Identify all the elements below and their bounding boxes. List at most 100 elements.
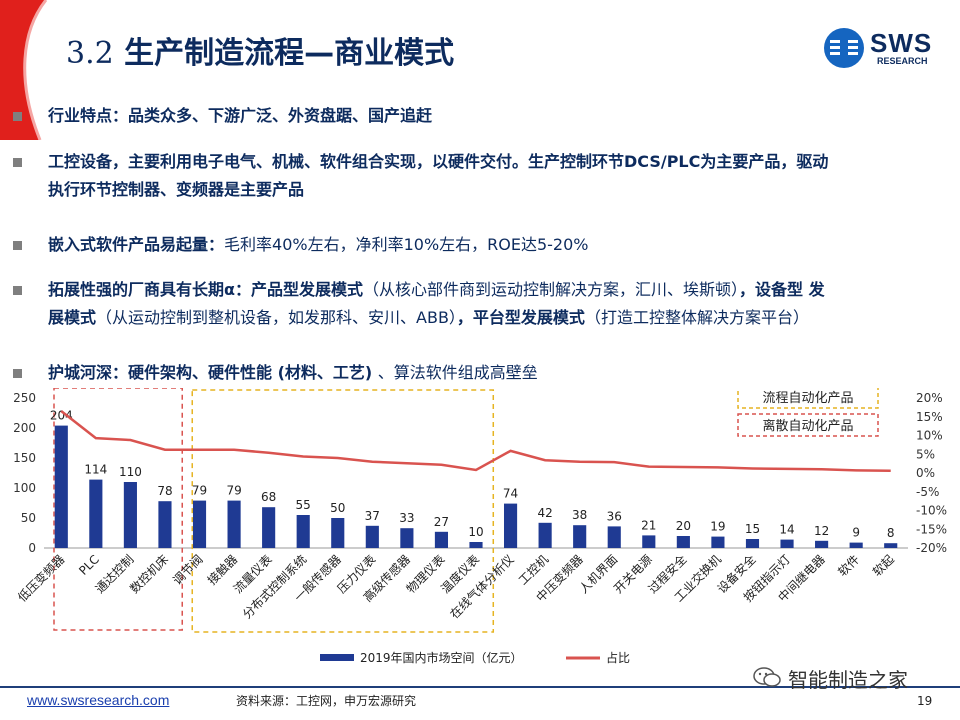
bar [884, 543, 898, 548]
bar [780, 539, 794, 548]
bullet-2-line1: 工控设备，主要利用电子电气、机械、软件组合实现，以硬件交付。生产控制环节DCS/… [48, 152, 829, 171]
bullet-3: 嵌入式软件产品易起量：毛利率40%左右，净利率10%左右，ROE达5-20% [48, 231, 588, 259]
bullet-4-normal-1: （从核心部件商到运动控制解决方案，汇川、埃斯顿） [363, 280, 740, 299]
bar-data-label: 37 [365, 509, 380, 523]
logo-subtext: RESEARCH [877, 56, 928, 66]
bar [192, 500, 207, 548]
bullet-4-normal-3: （打造工控整体解决方案平台） [584, 308, 809, 327]
bar [262, 507, 276, 548]
bar [123, 482, 137, 548]
category-label: 数控机床 [127, 552, 172, 597]
bar [849, 542, 863, 548]
bullet-2-line2: 执行环节控制器、变频器是主要产品 [48, 180, 305, 199]
bar-data-label: 68 [261, 490, 276, 504]
category-label: 低压变频器 [14, 552, 67, 605]
bullet-marker [13, 369, 22, 378]
watermark-text: 智能制造之家 [788, 668, 908, 692]
legend-bar-swatch [320, 654, 354, 661]
bar [607, 526, 621, 548]
group-label: 离散自动化产品 [762, 418, 853, 434]
left-axis-tick-label: 200 [13, 421, 36, 435]
bullet-4-bold-1: 拓展性强的厂商具有长期α：产品型发展模式 [48, 280, 363, 299]
bullet-4-bold-2: ，设备型 发 [739, 280, 825, 299]
left-axis-tick-label: 150 [13, 451, 36, 465]
bullet-4-bold-3: 展模式 [48, 308, 97, 327]
bar [331, 518, 345, 548]
group-label-box [737, 413, 879, 437]
bar [227, 500, 241, 548]
bullet-marker [13, 241, 22, 250]
bar [676, 536, 690, 548]
bar [745, 539, 760, 548]
bullet-5-paren: (材料、工艺) [272, 363, 378, 382]
bar [296, 515, 310, 548]
category-label: 调节阀 [170, 552, 205, 587]
footer-divider [0, 686, 960, 688]
bar [815, 540, 829, 548]
right-axis-tick-label: 0% [916, 466, 935, 480]
bar-data-label: 114 [84, 463, 107, 477]
category-label: 软起 [870, 552, 897, 579]
legend-bar-label: 2019年国内市场空间（亿元） [360, 650, 523, 665]
logo-text: SWS [870, 28, 933, 58]
bullet-marker [13, 158, 22, 167]
bullet-4-bold-4: ，平台型发展模式 [456, 308, 585, 327]
right-axis-tick-label: 5% [916, 447, 935, 461]
share-line [60, 410, 891, 472]
bar [89, 479, 103, 548]
bar-data-label: 42 [537, 506, 552, 520]
legend-line-label: 占比 [606, 650, 630, 665]
page-number: 19 [917, 694, 933, 708]
bar-data-label: 19 [710, 520, 725, 534]
bar-data-label: 36 [607, 509, 622, 523]
bar-data-label: 204 [50, 409, 73, 423]
title-text: 生产制造流程—商业模式 [124, 36, 455, 71]
right-axis-tick-label: 20% [916, 391, 943, 405]
right-axis-tick-label: -15% [916, 522, 947, 536]
bar-data-label: 12 [814, 524, 829, 538]
bar [503, 503, 518, 548]
right-axis-tick-label: -20% [916, 541, 947, 555]
bar-data-label: 78 [157, 484, 172, 498]
left-axis-tick-label: 250 [13, 391, 36, 405]
bar-data-label: 20 [676, 519, 691, 533]
left-axis-tick-label: 100 [13, 481, 36, 495]
right-axis-tick-label: 10% [916, 429, 943, 443]
bullet-4-normal-2: （从运动控制到整机设备，如发那科、安川、ABB） [96, 308, 457, 327]
category-label: 软件 [835, 552, 862, 579]
bar [642, 535, 656, 548]
bar [573, 525, 587, 548]
bar-data-label: 15 [745, 522, 760, 536]
bullet-5-normal: 、算法软件组成高壁垒 [377, 363, 538, 382]
page-title: 3.2 生产制造流程—商业模式 [66, 28, 454, 72]
bar [400, 528, 414, 548]
left-axis-tick-label: 50 [21, 511, 36, 525]
title-number: 3.2 [66, 36, 114, 71]
category-label: PLC [76, 552, 102, 578]
market-size-chart: 0 50 100 150 200 250 -20% -15% -10% -5% 0% 5% 10% 15%… [13, 388, 947, 665]
bar-data-label: 27 [434, 515, 449, 529]
bar-data-label: 9 [852, 526, 860, 540]
bar [469, 542, 483, 548]
bar-data-label: 74 [503, 487, 518, 501]
bar-data-label: 8 [887, 526, 895, 540]
bullet-1: 行业特点：品类众多、下游广泛、外资盘踞、国产追赶 [48, 106, 433, 125]
right-axis-tick-label: 15% [916, 410, 943, 424]
bullet-5: 护城河深：硬件架构、硬件性能 (材料、工艺) 、算法软件组成高壁垒 [48, 359, 538, 387]
bar-data-label: 79 [192, 484, 207, 498]
footer-source: 资料来源：工控网，申万宏源研究 [236, 694, 417, 708]
right-axis-tick-label: -10% [916, 504, 947, 518]
bullet-3-normal: 毛利率40%左右，净利率10%左右，ROE达5-20% [224, 235, 589, 254]
bar [711, 536, 725, 548]
bar-data-label: 38 [572, 508, 587, 522]
bullet-marker [13, 112, 22, 121]
footer-url-link[interactable]: www.swsresearch.com [27, 692, 170, 708]
bar-data-label: 21 [641, 518, 656, 532]
bar-data-label: 33 [399, 511, 414, 525]
group-label-box [737, 388, 879, 409]
group-label: 流程自动化产品 [762, 391, 853, 406]
wechat-icon [753, 667, 781, 687]
bar-data-label: 110 [119, 465, 142, 479]
bullet-4-line1: 拓展性强的厂商具有长期α：产品型发展模式（从核心部件商到运动控制解决方案，汇川、… [48, 276, 825, 304]
decorative-red-curve [0, 0, 48, 140]
